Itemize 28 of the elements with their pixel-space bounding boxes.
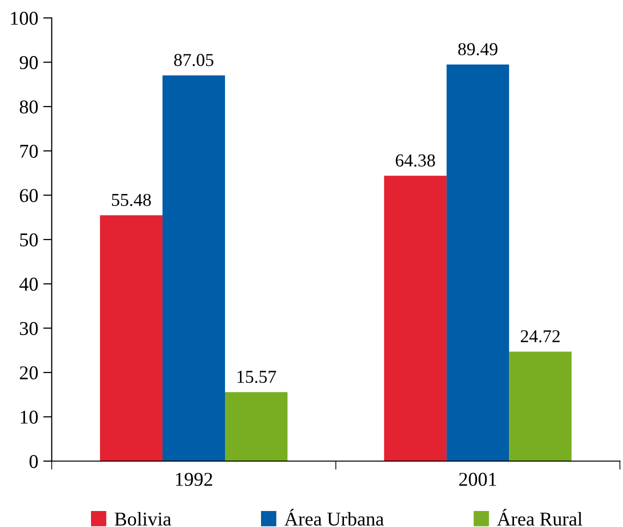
y-tick-label: 30 [20, 322, 38, 336]
y-tick-label: 20 [20, 366, 38, 380]
y-tick-label: 50 [20, 233, 38, 246]
y-tick-label: 10 [20, 410, 38, 424]
x-tick-label: 2001 [459, 472, 496, 486]
legend-label: Área Urbana [284, 508, 384, 526]
y-tick-label: 90 [20, 56, 38, 70]
bar [446, 64, 510, 462]
data-label: 15.57 [238, 370, 276, 383]
data-label: 64.38 [396, 154, 435, 167]
x-tick-label: 1992 [176, 472, 212, 486]
bar [100, 215, 163, 462]
legend-label: Área Rural [497, 508, 582, 526]
data-label: 24.72 [520, 330, 560, 342]
y-tick-label: 60 [20, 189, 38, 202]
y-tick-label: 80 [20, 100, 38, 114]
bar [509, 352, 572, 462]
bar [162, 75, 226, 462]
bar [384, 176, 447, 462]
legend-label: Bolivia [114, 512, 172, 526]
y-tick-label: 40 [19, 278, 38, 291]
data-label: 87.05 [174, 54, 214, 66]
data-label: 55.48 [112, 194, 151, 206]
bar [225, 392, 288, 462]
data-label: 89.49 [458, 43, 498, 56]
y-tick-label: 70 [20, 144, 38, 158]
y-tick-label: 100 [11, 12, 38, 25]
y-tick-label: 0 [30, 454, 38, 468]
